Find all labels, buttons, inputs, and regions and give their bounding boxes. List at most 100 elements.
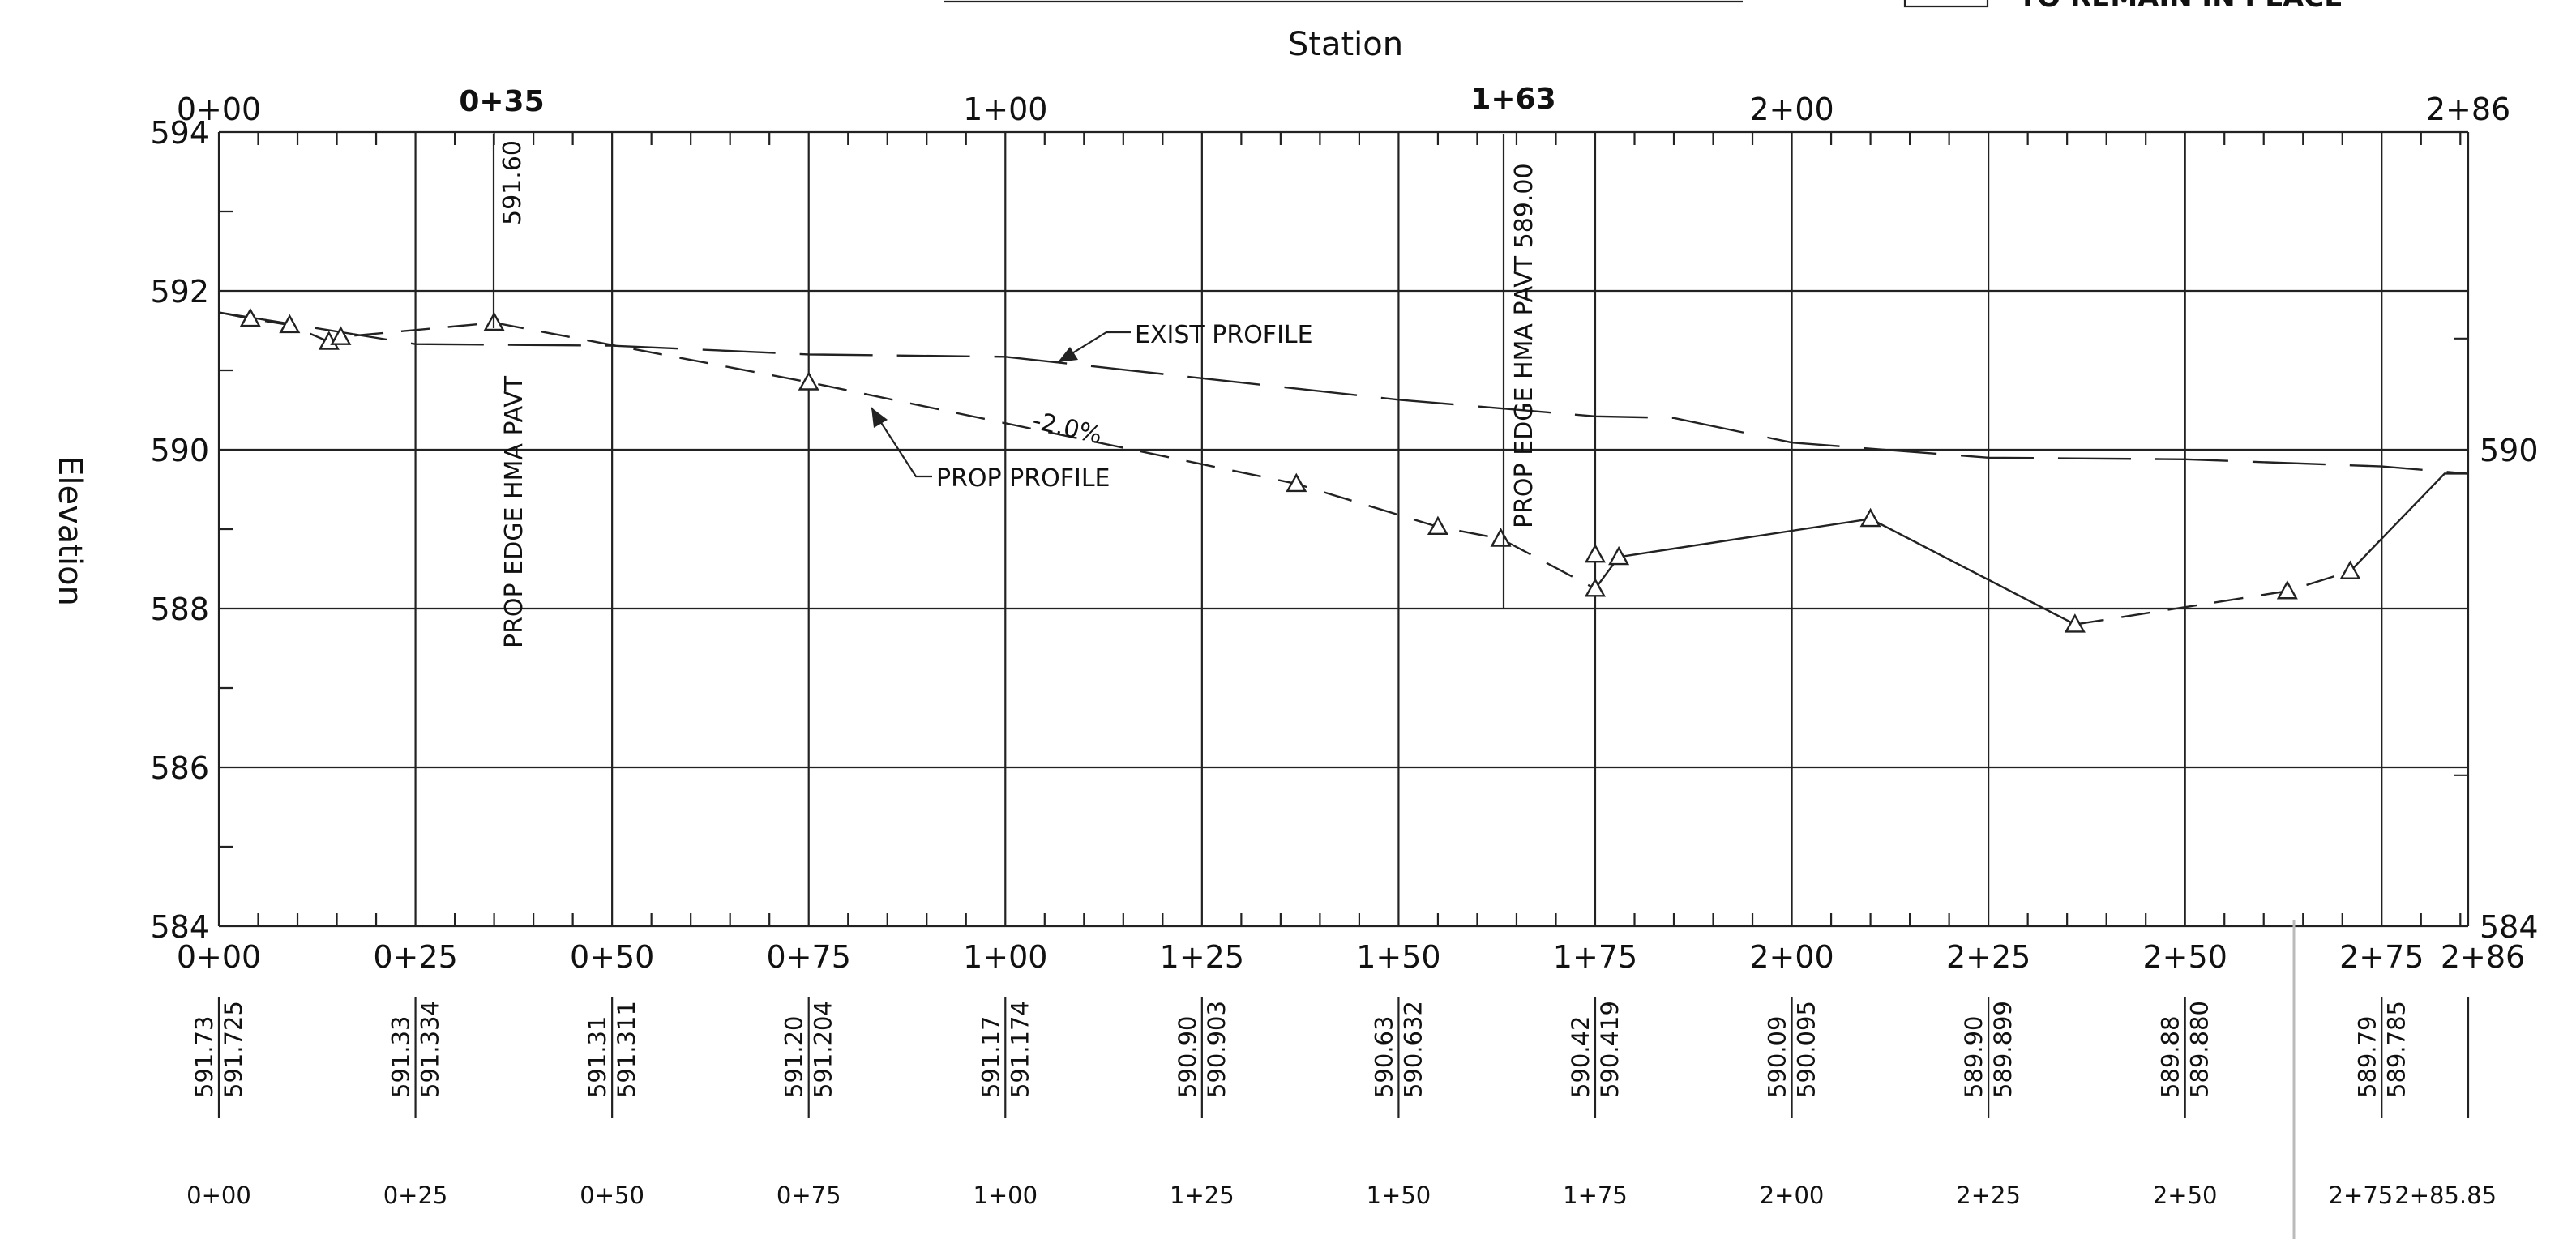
- table-station-label: 2+50: [2153, 1181, 2218, 1209]
- station-bottom-label: 0+75: [767, 939, 851, 975]
- prop-profile-leader-arrow: [871, 408, 888, 428]
- station-bottom-label: 2+50: [2143, 939, 2227, 975]
- legend-swatch-box: [1903, 0, 1989, 8]
- station-bottom-label: 2+00: [1749, 939, 1834, 975]
- prop-profile-leader: [871, 407, 932, 478]
- profile-series-2: [1594, 518, 2076, 626]
- proposed-elev-value: 591.311: [613, 1001, 640, 1098]
- table-station-label: 0+75: [777, 1181, 841, 1209]
- existing-elev-value: 590.42: [1567, 1016, 1594, 1098]
- proposed-elev-value: 591.204: [810, 1001, 837, 1098]
- table-station-label: 1+00: [973, 1181, 1038, 1209]
- survey-points: [239, 307, 2361, 633]
- existing-elev-value: 590.90: [1174, 1016, 1201, 1098]
- station-bottom-label: 1+25: [1160, 939, 1244, 975]
- table-station-label: 1+25: [1170, 1181, 1235, 1209]
- survey-point-marker: [279, 314, 301, 334]
- elev-tick-label: 594: [150, 115, 209, 151]
- proposed-elev-value: 590.419: [1596, 1001, 1624, 1098]
- table-station-label: 0+00: [186, 1181, 251, 1209]
- station-1-63-top-label: 1+63: [1470, 83, 1555, 116]
- proposed-elev-value: 591.174: [1006, 1001, 1033, 1098]
- existing-elev-value: 591.20: [781, 1016, 808, 1098]
- station-axis-title: Station: [1288, 26, 1403, 63]
- station-top-label: 0+00: [177, 92, 261, 127]
- survey-point-marker: [1859, 507, 1881, 528]
- survey-point-marker: [1584, 543, 1607, 563]
- survey-point-marker: [330, 326, 352, 345]
- table-station-label: 2+75: [2329, 1181, 2394, 1209]
- station-top-label: 2+00: [1749, 92, 1834, 127]
- elevation-table: 591.73 591.725 591.33 591.334 591.31 591.311 5…: [186, 920, 2497, 1239]
- station-bottom-label: 0+00: [177, 939, 261, 975]
- profile-series-1: [218, 311, 1596, 590]
- elev-tick-label: 592: [150, 274, 209, 310]
- existing-elev-value: 591.31: [584, 1016, 611, 1098]
- proposed-elev-value: 591.725: [220, 1001, 247, 1098]
- proposed-elev-value: 589.785: [2382, 1001, 2410, 1098]
- station-bottom-label: 1+00: [963, 939, 1047, 975]
- station-top-label: 1+00: [963, 92, 1047, 127]
- existing-elev-value: 590.09: [1764, 1016, 1791, 1098]
- survey-point-marker: [1584, 578, 1607, 597]
- existing-elev-value: 591.73: [190, 1016, 218, 1098]
- station-bottom-label: 0+25: [373, 939, 457, 975]
- elev-tick-label-right: 584: [2480, 909, 2539, 945]
- station-bottom-label: 2+25: [1946, 939, 2030, 975]
- axis-labels: 584 586 588 590 592 594 584 590 0+00 1+00 2+00 2+86…: [150, 92, 2538, 975]
- elevation-591-60-label: 591.60: [499, 140, 527, 225]
- profile-series-0: [218, 311, 2467, 475]
- prop-edge-hma-pavt-1-63-label: PROP EDGE HMA PAVT 589.00: [1510, 163, 1538, 528]
- existing-elev-value: 589.90: [1960, 1016, 1988, 1098]
- prop-profile-label: PROP PROFILE: [936, 464, 1110, 493]
- legend-note-remain-in-place: TO REMAIN IN PLACE: [2018, 0, 2343, 14]
- survey-point-marker: [1286, 472, 1307, 493]
- existing-elev-value: 590.63: [1370, 1016, 1397, 1098]
- station-bottom-label: 1+50: [1356, 939, 1440, 975]
- table-station-label: 1+75: [1563, 1181, 1628, 1209]
- station-bottom-label: 2+86: [2441, 939, 2525, 975]
- profile-grid: [217, 130, 2470, 928]
- existing-elev-value: 591.17: [977, 1016, 1004, 1098]
- table-station-label: 0+50: [580, 1181, 644, 1209]
- survey-point-marker: [239, 307, 261, 327]
- proposed-elev-value: 590.095: [1793, 1001, 1821, 1098]
- elev-tick-label: 590: [150, 433, 209, 468]
- existing-elev-value: 589.79: [2353, 1016, 2381, 1098]
- grade-label: -2.0%: [1029, 407, 1105, 451]
- exist-profile-leader: [1057, 331, 1131, 363]
- exist-profile-label: EXIST PROFILE: [1135, 321, 1313, 349]
- elev-tick-label: 584: [150, 909, 209, 945]
- table-station-label: 2+85.85: [2394, 1181, 2497, 1209]
- survey-point-marker: [798, 371, 819, 391]
- elev-tick-label: 586: [150, 750, 209, 786]
- survey-point-marker: [1427, 515, 1448, 536]
- proposed-elev-value: 590.903: [1203, 1001, 1230, 1098]
- station-bottom-label: 1+75: [1553, 939, 1637, 975]
- existing-elev-value: 591.33: [387, 1016, 415, 1098]
- table-station-label: 0+25: [383, 1181, 448, 1209]
- table-station-label: 1+50: [1367, 1181, 1431, 1209]
- profile-series-4: [2349, 472, 2467, 572]
- survey-point-marker: [1490, 528, 1512, 547]
- profile-series-3: [2074, 570, 2351, 626]
- elev-tick-label-right: 590: [2480, 433, 2539, 468]
- existing-elev-value: 589.88: [2157, 1016, 2184, 1098]
- prop-edge-hma-pavt-0-35-label: PROP EDGE HMA PAVT: [500, 375, 528, 648]
- proposed-elev-value: 591.334: [417, 1001, 444, 1098]
- elev-tick-label: 588: [150, 592, 209, 627]
- station-bottom-label: 2+75: [2339, 939, 2424, 975]
- table-station-label: 2+00: [1760, 1181, 1825, 1209]
- profile-lines: [218, 311, 2467, 626]
- table-station-label: 2+25: [1956, 1181, 2021, 1209]
- survey-point-marker: [2276, 579, 2298, 600]
- proposed-elev-value: 589.880: [2186, 1001, 2214, 1098]
- proposed-elev-value: 590.632: [1399, 1001, 1427, 1098]
- station-0-35-top-label: 0+35: [459, 85, 544, 118]
- station-bottom-label: 0+50: [570, 939, 654, 975]
- elevation-axis-title: Elevation: [51, 455, 88, 606]
- survey-point-marker: [1608, 545, 1630, 566]
- exist-profile-leader-arrow: [1058, 347, 1078, 362]
- survey-point-marker: [2064, 613, 2086, 633]
